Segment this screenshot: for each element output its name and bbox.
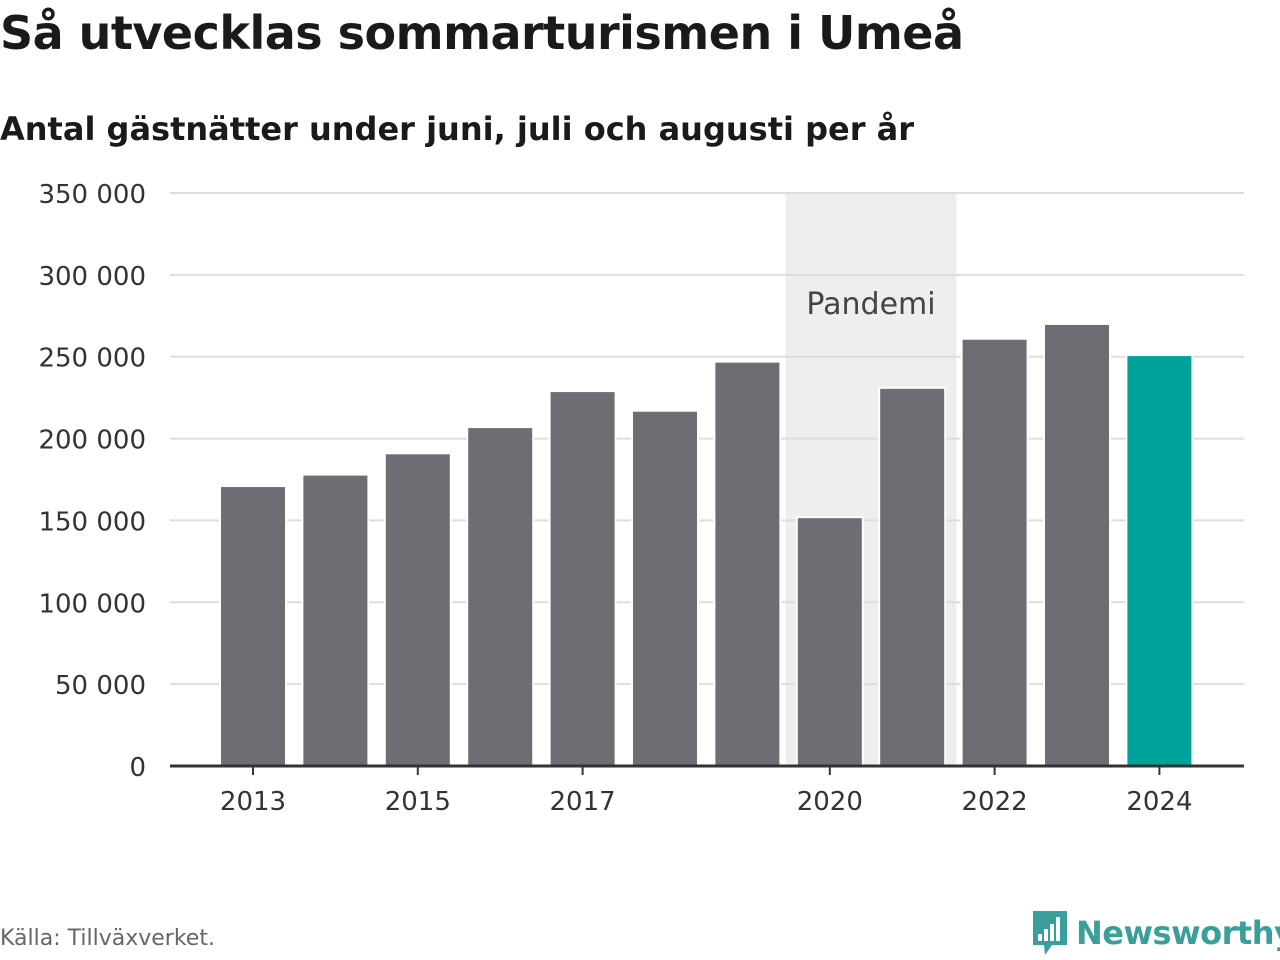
newsworthy-logo: Newsworthy [1030,908,1280,958]
logo-text: Newsworthy [1076,914,1280,952]
bar-2016 [466,426,535,767]
bar-2013 [219,485,287,767]
bar-2022 [960,337,1029,767]
bar-2020 [795,516,864,768]
source-note: Källa: Tillväxverket. [0,926,215,951]
bar-2021 [878,386,947,767]
y-tick-label: 300 000 [38,262,146,292]
x-tick-label: 2024 [1126,787,1192,817]
bar-2023 [1043,322,1111,767]
y-tick-label: 150 000 [38,507,146,537]
chart-title: Så utvecklas sommarturismen i Umeå [0,6,964,60]
bar-2014 [301,473,370,767]
x-tick-label: 2020 [797,787,863,817]
bar-chart-speech-bubble-icon [1033,911,1067,955]
chart-subtitle: Antal gästnätter under juni, juli och au… [0,110,914,148]
pandemic-label: Pandemi [806,287,935,322]
x-tick-label: 2013 [220,787,286,817]
y-tick-label: 0 [129,753,146,783]
y-tick-label: 200 000 [38,426,146,456]
bar-2024 [1125,354,1194,767]
x-tick-label: 2017 [550,787,616,817]
y-tick-label: 100 000 [38,589,146,619]
bar-chart: 0 50 000 100 000 150 000 200 000 250 000 300 0… [38,180,1244,817]
bar-2018 [631,409,699,768]
y-tick-label: 350 000 [38,180,146,210]
y-tick-label: 250 000 [38,344,146,374]
x-tick-label: 2015 [385,787,451,817]
x-tick-label: 2022 [962,787,1028,817]
y-tick-label: 50 000 [55,671,146,701]
bar-2015 [383,452,452,767]
bar-2019 [713,360,782,768]
bar-2017 [548,390,617,767]
